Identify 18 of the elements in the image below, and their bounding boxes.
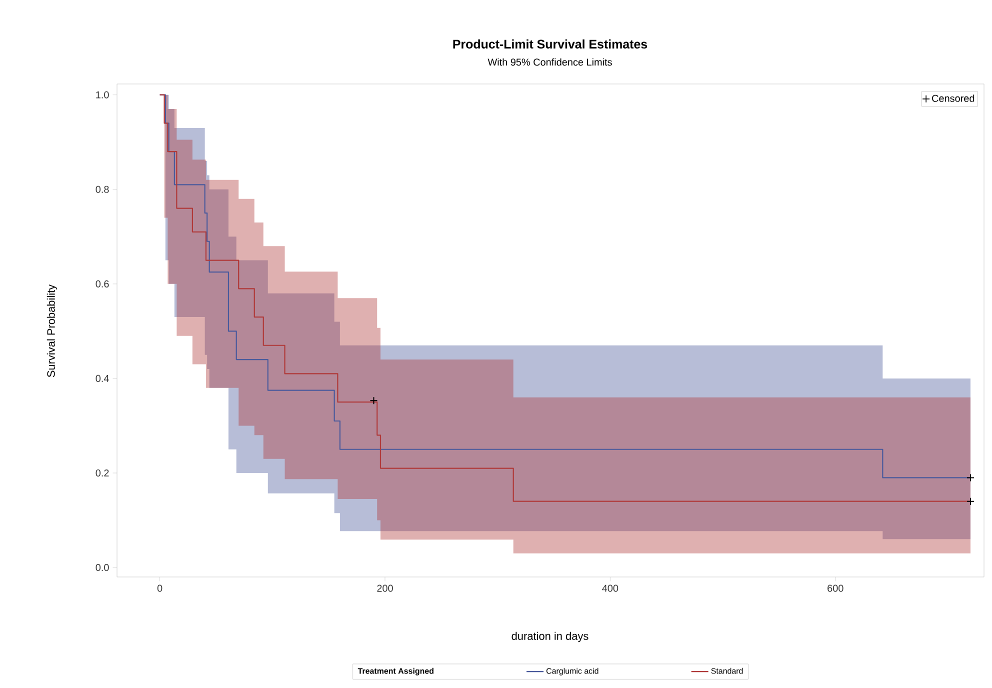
chart-title: Product-Limit Survival Estimates [453, 39, 648, 49]
y-tick-label: 0.6 [96, 280, 109, 288]
point [966, 474, 974, 482]
y-tick-label: 0.4 [96, 374, 109, 382]
y-tick-label: 0.8 [96, 186, 109, 193]
y-tick-label: 0.2 [96, 469, 109, 477]
legend-label: Censored [932, 94, 974, 102]
x-tick-label: 0 [157, 584, 162, 592]
x-tick-label: 600 [828, 584, 844, 592]
point [966, 497, 974, 506]
x-axis-title: duration in days [512, 632, 588, 642]
y-axis-title: Survival Probability [46, 284, 58, 378]
point [370, 396, 378, 405]
x-tick-label: 200 [377, 584, 393, 592]
y-tick-label: 1.0 [96, 91, 109, 98]
y-tick-label: 0.0 [96, 564, 109, 572]
chart-subtitle: With 95% Confidence Limits [488, 58, 612, 66]
x-tick-label: 400 [602, 584, 618, 592]
